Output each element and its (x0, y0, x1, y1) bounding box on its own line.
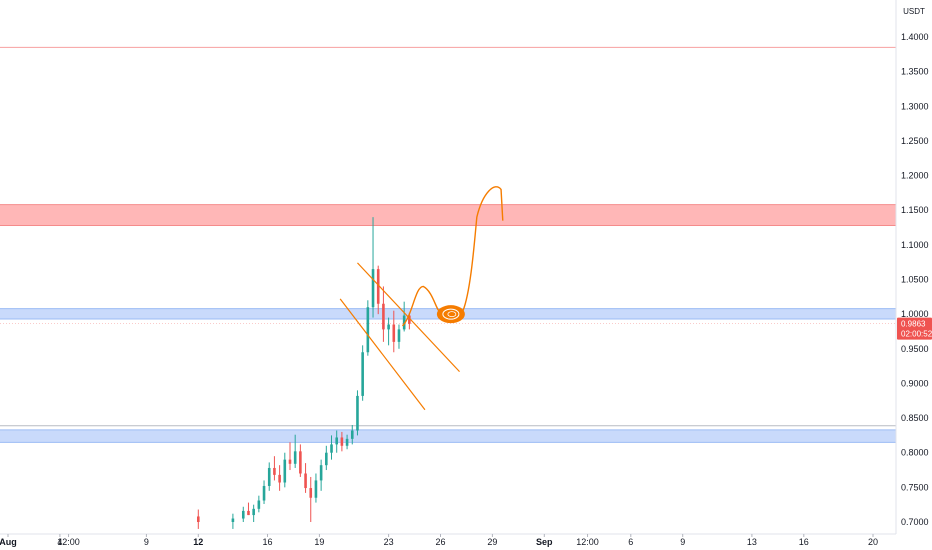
candle-body-12 (293, 451, 297, 464)
x-tick-label-7: 23 (384, 537, 394, 547)
candle-body-5 (257, 500, 261, 509)
x-tick-label-9: 29 (487, 537, 497, 547)
last-price-tag-bg (897, 317, 932, 340)
x-tick-label-1: 4 (57, 537, 62, 547)
candles-layer (197, 217, 411, 529)
candle-body-25 (361, 352, 364, 396)
candle-body-31 (392, 324, 396, 342)
candle-body-6 (262, 485, 266, 501)
y-tick-label-0: 1.4000 (901, 32, 929, 42)
candle-body-34 (408, 315, 411, 324)
y-tick-label-11: 0.8500 (901, 413, 929, 423)
candle-body-9 (278, 474, 281, 483)
y-tick-label-7: 1.0500 (901, 275, 929, 285)
candle-body-11 (288, 459, 292, 464)
x-tick-label-10: Sep (536, 537, 553, 547)
candle-body-20 (335, 437, 338, 445)
x-tick-label-0: Aug (0, 537, 17, 547)
x-tick-label-5: 16 (262, 537, 272, 547)
candle-body-23 (350, 430, 354, 439)
x-tick-label-15: 16 (799, 537, 809, 547)
y-tick-label-4: 1.2000 (901, 171, 929, 181)
drawings-layer (339, 186, 504, 411)
candle-body-2 (241, 510, 245, 519)
y-tick-label-12: 0.8000 (901, 448, 929, 458)
x-tick-label-2: 12:00 (57, 537, 80, 547)
y-tick-label-2: 1.3000 (901, 101, 929, 111)
zone-0 (0, 204, 896, 226)
time-axis: Aug 412:00 9 12 16 19 23 26 29 Sep 12:00 6 9 13 16 20 (0, 533, 896, 547)
candle-body-19 (330, 444, 333, 453)
scribble-inner-1 (442, 308, 460, 320)
y-tick-label-8: 1.0000 (901, 309, 929, 319)
candle-body-27 (371, 269, 375, 308)
y-tick-label-3: 1.2500 (901, 136, 929, 146)
x-tick-label-14: 13 (747, 537, 757, 547)
x-tick-label-13: 9 (680, 537, 685, 547)
candle-body-13 (299, 451, 302, 474)
candle-body-10 (283, 459, 287, 483)
candle-body-1 (231, 518, 235, 522)
candle-body-21 (340, 437, 344, 446)
scribble-inner-2 (447, 311, 457, 318)
candle-body-8 (273, 467, 276, 475)
x-tick-label-12: 6 (628, 537, 633, 547)
y-tick-label-5: 1.1500 (901, 205, 929, 215)
candle-body-15 (309, 488, 313, 498)
candle-body-17 (319, 465, 323, 481)
horizontal-lines-layer (0, 46, 896, 427)
candle-body-14 (304, 473, 307, 489)
currency-unit-line2: USDT (903, 7, 925, 16)
scribble-marker (436, 305, 465, 324)
candle-body-32 (397, 329, 401, 342)
y-tick-label-1: 1.3500 (901, 67, 929, 77)
candle-body-28 (376, 269, 380, 304)
y-tick-label-14: 0.7000 (901, 517, 929, 527)
y-tick-label-10: 0.9000 (901, 378, 929, 388)
candle-body-22 (345, 438, 349, 446)
x-tick-label-11: 12:00 (576, 537, 599, 547)
zone-2 (0, 429, 896, 443)
x-tick-label-4: 12 (193, 537, 203, 547)
candle-body-26 (366, 307, 370, 353)
candle-body-4 (252, 508, 255, 516)
price-axis: USDT 1.4000 1.3500 1.3000 1.2500 1.2000 1.150… (895, 0, 929, 534)
candle-body-16 (314, 480, 318, 498)
last-price-value: 0.9863 (901, 320, 926, 329)
candle-body-18 (325, 452, 328, 466)
candle-body-0 (197, 516, 200, 522)
candle-body-30 (387, 324, 390, 330)
candle-body-7 (267, 467, 271, 486)
channel-line-1 (339, 298, 426, 411)
x-tick-label-6: 19 (314, 537, 324, 547)
x-tick-label-16: 20 (868, 537, 878, 547)
candle-body-29 (382, 303, 385, 330)
x-tick-label-3: 9 (144, 537, 149, 547)
x-tick-label-8: 26 (435, 537, 445, 547)
y-tick-label-9: 0.9500 (901, 344, 929, 354)
y-tick-label-13: 0.7500 (901, 482, 929, 492)
last-price-countdown: 02:00:52 (901, 330, 932, 339)
y-tick-label-6: 1.1000 (901, 240, 929, 250)
candle-body-33 (402, 315, 406, 330)
candle-body-3 (247, 510, 250, 516)
candle-body-24 (356, 395, 359, 431)
